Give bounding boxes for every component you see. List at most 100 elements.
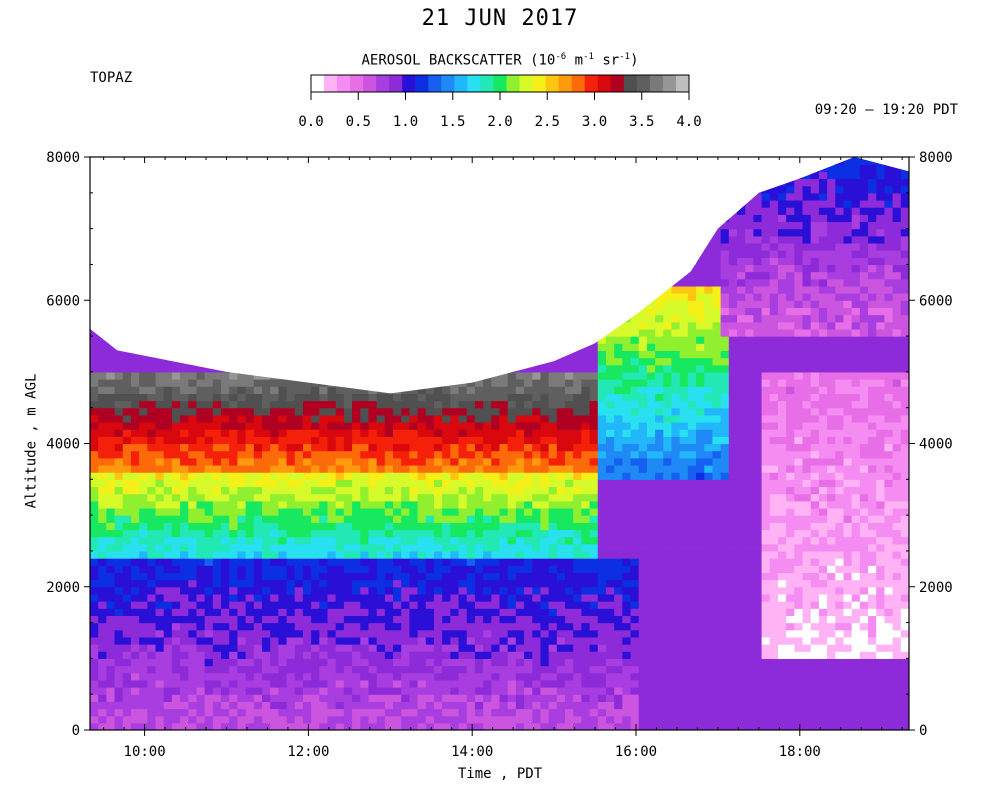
heatmap-cell [466,672,476,681]
heatmap-cell [237,414,247,423]
heatmap-cell [368,443,378,452]
heatmap-cell [499,536,509,545]
heatmap-cell [425,636,435,645]
heatmap-cell [343,429,353,437]
heatmap-cell [696,486,705,495]
heatmap-cell [597,386,607,394]
heatmap-cell [90,687,99,695]
heatmap-cell [737,407,746,416]
heatmap-cell [483,629,492,638]
heatmap-cell [581,665,591,674]
heatmap-cell [221,694,230,702]
heatmap-cell [663,687,673,695]
heatmap-cell [548,608,558,616]
heatmap-cell [769,343,779,351]
heatmap-cell [524,486,533,495]
heatmap-cell [786,371,795,380]
heatmap-cell [204,658,214,667]
heatmap-cell [679,701,689,710]
heatmap-cell [319,722,329,730]
heatmap-cell [409,629,419,638]
heatmap-cell [130,443,140,452]
heatmap-cell [204,507,214,516]
heatmap-cell [777,285,787,294]
heatmap-cell [368,586,378,595]
heatmap-cell [98,579,107,588]
heatmap-cell [360,464,370,473]
heatmap-cell [417,615,427,624]
heatmap-cell [147,701,157,710]
heatmap-cell [401,515,411,523]
heatmap-cell [794,651,804,659]
heatmap-cell [524,522,533,531]
heatmap-cell [433,601,443,609]
heatmap-cell [196,407,206,416]
heatmap-cell [163,572,173,581]
heatmap-cell [524,543,533,552]
heatmap-cell [737,715,746,724]
heatmap-cell [376,414,386,423]
heatmap-cell [401,464,411,473]
heatmap-cell [163,722,173,730]
heatmap-cell [106,543,116,552]
heatmap-cell [573,457,582,466]
heatmap-cell [376,536,386,545]
heatmap-cell [270,457,279,466]
heatmap-cell [761,357,771,366]
heatmap-cell [802,515,812,523]
heatmap-cell [98,386,107,394]
heatmap-cell [196,658,206,667]
heatmap-cell [393,572,402,581]
heatmap-cell [556,672,566,681]
heatmap-cell [360,543,370,552]
heatmap-cell [565,579,574,588]
heatmap-cell [605,715,615,724]
heatmap-cell [253,665,263,674]
heatmap-cell [745,701,754,710]
heatmap-cell [491,722,501,730]
heatmap-cell [605,529,615,538]
heatmap-cell [687,593,697,602]
heatmap-cell [728,400,738,409]
heatmap-cell [221,507,230,516]
heatmap-cell [409,436,419,445]
heatmap-cell [540,701,550,710]
heatmap-cell [605,586,615,595]
heatmap-cell [687,679,697,688]
heatmap-cell [319,443,329,452]
heatmap-cell [474,429,484,437]
heatmap-cell [278,529,288,538]
heatmap-cell [794,601,804,609]
heatmap-cell [638,343,648,351]
heatmap-cell [368,644,378,652]
heatmap-cell [270,658,279,667]
heatmap-cell [499,722,509,730]
heatmap-cell [540,414,550,423]
heatmap-cell [376,529,386,538]
heatmap-cell [106,343,116,351]
heatmap-cell [704,515,714,523]
heatmap-cell [794,364,804,373]
heatmap-cell [663,672,673,681]
heatmap-cell [253,457,263,466]
heatmap-cell [507,615,517,624]
heatmap-cell [679,443,689,452]
heatmap-cell [802,543,812,552]
heatmap-cell [589,608,599,616]
heatmap-cell [450,608,460,616]
heatmap-cell [597,636,607,645]
heatmap-cell [786,708,795,717]
heatmap-cell [597,565,607,574]
heatmap-cell [515,515,525,523]
heatmap-cell [573,572,582,581]
heatmap-cell [769,708,779,717]
heatmap-cell [769,235,779,244]
heatmap-cell [155,565,165,574]
heatmap-cell [704,379,714,387]
heatmap-cell [794,522,804,531]
heatmap-cell [696,343,705,351]
heatmap-cell [106,651,116,659]
heatmap-cell [302,629,312,638]
heatmap-cell [212,493,222,502]
heatmap-cell [114,665,124,674]
